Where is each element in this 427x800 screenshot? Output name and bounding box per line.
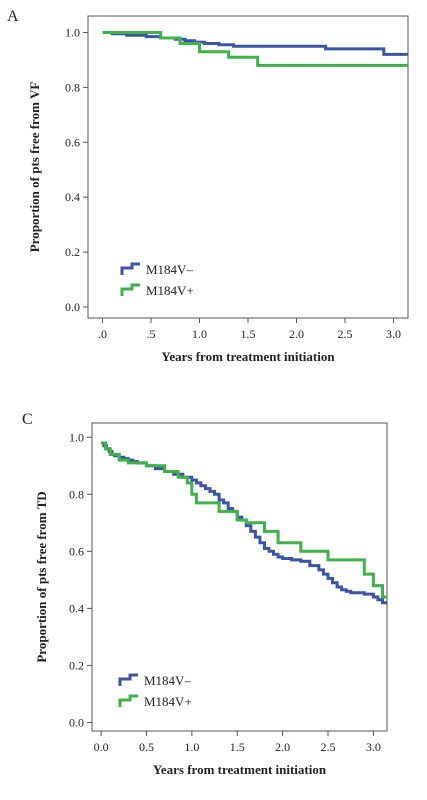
- legend-swatch: [120, 262, 140, 275]
- x-tick-label: 1.5: [230, 740, 245, 754]
- x-tick-label: 3.0: [386, 327, 401, 341]
- series-line-m184v-neg: [102, 31, 408, 56]
- series-line-m184v-neg: [101, 441, 387, 605]
- y-tick-label: 0.8: [69, 487, 84, 501]
- y-tick-label: 0.2: [69, 658, 84, 672]
- legend-label: M184V–: [144, 673, 191, 688]
- x-axis-label: Years from treatment initiation: [161, 349, 335, 364]
- x-tick-label: 1.5: [241, 327, 256, 341]
- chart-panel-c: C 0.0 0.2 0.4 0.6 0.8 1.0 0.0 0.5 1.0 1.5 2.0 2.5 3.…: [0, 405, 427, 800]
- y-tick-label: 1.0: [69, 430, 84, 444]
- x-tick-label: 2.5: [321, 740, 336, 754]
- y-tick-label: 0.6: [65, 135, 80, 149]
- x-tick-label: .0: [98, 327, 107, 341]
- y-axis-label: Proportion of pts free from VF: [27, 82, 42, 253]
- y-tick-label: 0.2: [65, 245, 80, 259]
- series-line-m184v-pos: [101, 441, 387, 599]
- y-tick-label: 1.0: [65, 25, 80, 39]
- legend-swatch: [118, 694, 138, 707]
- x-tick-label: 2.0: [275, 740, 290, 754]
- x-tick-label: 3.0: [366, 740, 381, 754]
- chart-panel-a: A 0.0 0.2 0.4 0.6 0.8 1.0 .0 .5 1.0 1.5 2.0 2.5 3.0 Y…: [0, 0, 427, 392]
- x-tick-label: .5: [147, 327, 156, 341]
- y-axis-label: Proportion of pts free from TD: [34, 491, 49, 662]
- x-tick-label: 2.5: [337, 327, 352, 341]
- panel-label-a: A: [7, 8, 19, 25]
- plot-frame: [91, 422, 388, 732]
- x-tick-label: 0.0: [94, 740, 109, 754]
- chart-c-svg: 0.0 0.2 0.4 0.6 0.8 1.0 0.0 0.5 1.0 1.5 2.0 2.5 3.0 Y…: [34, 422, 388, 777]
- y-tick-label: 0.8: [65, 80, 80, 94]
- x-tick-label: 2.0: [289, 327, 304, 341]
- legend-label: M184V+: [146, 283, 194, 298]
- legend-swatch: [120, 283, 140, 296]
- x-axis-label: Years from treatment initiation: [153, 762, 327, 777]
- y-tick-label: 0.6: [69, 544, 84, 558]
- series-line-m184v-pos: [102, 31, 408, 67]
- plot-frame: [87, 15, 409, 319]
- x-tick-label: 0.5: [139, 740, 154, 754]
- legend-label: M184V+: [144, 694, 192, 709]
- y-tick-label: 0.4: [69, 601, 84, 615]
- chart-a-svg: 0.0 0.2 0.4 0.6 0.8 1.0 .0 .5 1.0 1.5 2.0 2.5 3.0 Yea…: [27, 15, 409, 364]
- y-tick-label: 0.4: [65, 190, 80, 204]
- x-tick-label: 1.0: [192, 327, 207, 341]
- legend-swatch: [118, 673, 138, 686]
- panel-label-c: C: [22, 411, 33, 428]
- y-tick-label: 0.0: [65, 300, 80, 314]
- x-tick-label: 1.0: [184, 740, 199, 754]
- legend-label: M184V–: [146, 262, 193, 277]
- y-tick-label: 0.0: [69, 715, 84, 729]
